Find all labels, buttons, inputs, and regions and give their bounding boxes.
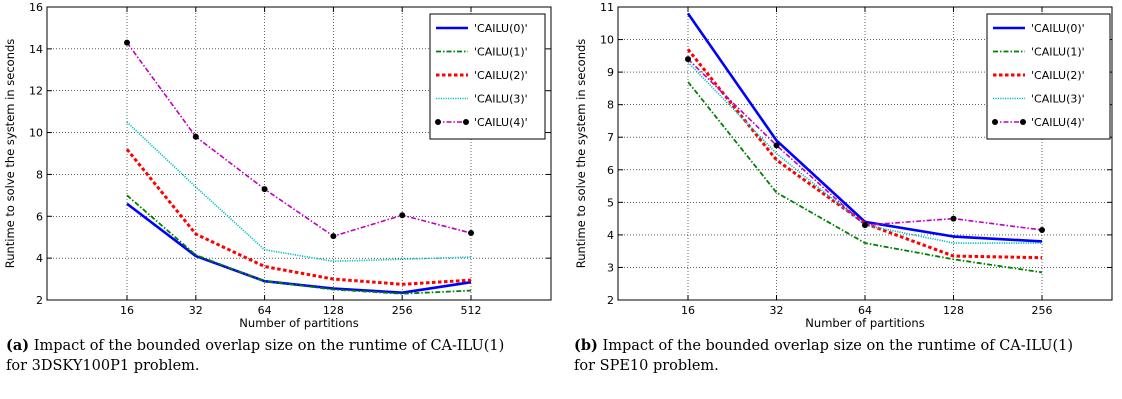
legend: 'CAILU(0)' 'CAILU(1)' 'CAILU(2)' 'CAILU(3)'… — [429, 13, 546, 140]
series-point-4 — [124, 39, 130, 46]
legend-label-2: 'CAILU(2)' — [474, 69, 528, 82]
y-tick-label: 2 — [607, 294, 614, 307]
y-tick-label: 4 — [36, 252, 43, 265]
y-axis-label: Runtime to solve the system in seconds — [574, 39, 588, 269]
x-tick-label: 64 — [258, 304, 272, 317]
y-tick-label: 16 — [29, 1, 43, 14]
series-line-1 — [126, 194, 472, 295]
legend-label-4: 'CAILU(4)' — [474, 116, 528, 129]
plot-area-frame — [46, 6, 552, 301]
legend-label-4: 'CAILU(4)' — [1031, 116, 1085, 129]
x-tick-label: 16 — [681, 304, 695, 317]
y-axis-label: Runtime to solve the system in seconds — [3, 39, 17, 269]
series-point-4 — [685, 56, 691, 63]
series-point-4 — [950, 215, 957, 222]
series-point-4 — [773, 142, 780, 149]
series-point-4 — [862, 222, 868, 229]
series-line-0 — [686, 12, 1043, 243]
x-tick-label: 64 — [858, 304, 872, 317]
legend-label-1: 'CAILU(1)' — [474, 46, 528, 59]
y-tick-label: 10 — [600, 34, 614, 47]
x-tick-label: 32 — [189, 304, 203, 317]
caption-a-label: (a) — [6, 337, 30, 354]
chart-panel-b: 2 3 4 5 6 7 8 9 10 11 16 32 64 128 256 Number of partit… — [561, 0, 1122, 399]
y-tick-label: 8 — [36, 168, 43, 181]
series-point-4 — [261, 186, 268, 193]
legend-label-2: 'CAILU(2)' — [1031, 69, 1085, 82]
legend-marker — [1020, 119, 1026, 125]
legend-marker — [435, 119, 441, 125]
x-tick-label: 256 — [1032, 304, 1053, 317]
legend-label-0: 'CAILU(0)' — [474, 22, 528, 35]
x-tick-label: 32 — [770, 304, 784, 317]
series-line-4 — [126, 42, 472, 237]
legend-label-3: 'CAILU(3)' — [474, 93, 528, 106]
series-line-2 — [125, 148, 472, 286]
y-tick-label: 9 — [607, 66, 614, 79]
x-tick-label: 128 — [943, 304, 964, 317]
legend-label-0: 'CAILU(0)' — [1031, 22, 1085, 35]
x-axis-label: Number of partitions — [239, 316, 358, 330]
y-tick-label: 10 — [29, 127, 43, 140]
series-line-1 — [687, 81, 1043, 274]
series-line-0 — [126, 202, 472, 294]
chart-panel-a: 2 4 6 8 10 12 14 16 16 32 64 128 256 512 Number of par… — [3, 1, 552, 376]
series-point-4 — [399, 212, 406, 219]
legend-label-1: 'CAILU(1)' — [1031, 46, 1085, 59]
caption-a: (a) Impact of the bounded overlap size o… — [6, 336, 526, 376]
y-tick-label: 5 — [607, 196, 614, 209]
legend: 'CAILU(0)' 'CAILU(1)' 'CAILU(2)' 'CAILU(3)'… — [986, 13, 1111, 140]
y-tick-label: 12 — [29, 85, 43, 98]
x-tick-label: 256 — [392, 304, 413, 317]
y-tick-label: 14 — [29, 43, 43, 56]
legend-box — [429, 13, 546, 140]
y-tick-label: 11 — [600, 1, 614, 14]
caption-b-text: Impact of the bounded overlap size on th… — [574, 338, 1074, 374]
series-point-4 — [468, 230, 474, 237]
y-tick-label: 8 — [607, 99, 614, 112]
chart-a: 2 4 6 8 10 12 14 16 16 32 64 128 256 512 Number of par… — [3, 1, 552, 330]
series-line-3 — [126, 121, 472, 263]
legend-marker — [992, 119, 998, 125]
series-point-4 — [330, 233, 337, 240]
x-axis-label: Number of partitions — [805, 316, 924, 330]
caption-b-label: (b) — [574, 337, 598, 354]
chart-b: 2 3 4 5 6 7 8 9 10 11 16 32 64 128 256 Number of partit… — [574, 1, 1113, 330]
series-point-4 — [192, 133, 199, 140]
y-tick-label: 7 — [607, 131, 614, 144]
y-tick-label: 4 — [607, 229, 614, 242]
y-tick-label: 2 — [36, 294, 43, 307]
series-line-2 — [686, 48, 1043, 260]
x-tick-label: 128 — [323, 304, 344, 317]
series-point-4 — [1039, 227, 1045, 234]
x-tick-label: 512 — [461, 304, 482, 317]
y-tick-label: 6 — [36, 210, 43, 223]
caption-b: (b) Impact of the bounded overlap size o… — [574, 336, 1094, 376]
legend-label-3: 'CAILU(3)' — [1031, 93, 1085, 106]
x-tick-label: 16 — [120, 304, 134, 317]
caption-a-text: Impact of the bounded overlap size on th… — [6, 338, 505, 374]
y-tick-label: 6 — [607, 164, 614, 177]
legend-marker — [463, 119, 469, 125]
y-tick-label: 3 — [607, 261, 614, 274]
